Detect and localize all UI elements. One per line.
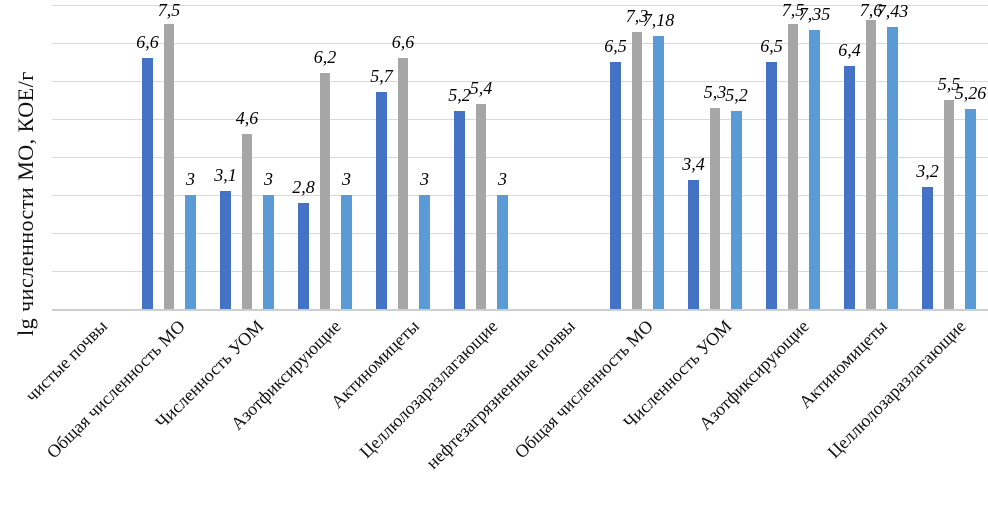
gridline	[52, 233, 988, 234]
bar-value-label: 3	[264, 169, 273, 189]
bar-value-label: 3	[342, 169, 351, 189]
bar-gray-series-cat7	[631, 31, 643, 309]
bar-value-label: 3,1	[214, 165, 237, 186]
gridline	[52, 81, 988, 82]
bar-value-label: 5,2	[725, 85, 748, 106]
bar-value-label: 3	[186, 169, 195, 189]
bar-gray-series-cat2	[241, 134, 253, 309]
gridline	[52, 119, 988, 120]
bar-light-blue-series-cat5	[497, 195, 508, 309]
bar-gray-series-cat11	[943, 100, 955, 309]
bar-value-label: 3	[420, 169, 429, 189]
bar-value-label: 6,5	[760, 36, 783, 56]
bar-value-label: 6,4	[838, 39, 861, 60]
bar-value-label: 4,6	[235, 108, 259, 129]
bar-light-blue-series-cat11	[965, 109, 976, 309]
bar-light-blue-series-cat4	[419, 195, 430, 309]
bar-value-label: 7,5	[781, 0, 805, 20]
x-axis-label-cat7: Общая численность МО	[510, 316, 658, 463]
x-axis-label-cat1: Общая численность МО	[42, 316, 190, 463]
bar-gray-series-cat4	[397, 58, 409, 309]
bar-gray-series-cat1	[163, 24, 175, 309]
bar-value-label: 7,35	[798, 3, 831, 24]
bar-value-label: 6,5	[604, 36, 627, 56]
bar-value-label: 6,6	[391, 32, 415, 53]
gridline	[52, 195, 988, 196]
bar-light-blue-series-cat8	[731, 111, 742, 309]
bar-value-label: 3	[498, 169, 507, 189]
bar-value-label: 6,2	[313, 47, 337, 68]
bar-light-blue-series-cat9	[809, 29, 820, 309]
bar-dark-blue-series-cat2	[220, 191, 231, 309]
bar-value-label: 3,2	[916, 161, 939, 182]
bar-value-label: 3,4	[682, 153, 705, 174]
bar-light-blue-series-cat1	[185, 195, 196, 309]
bar-value-label: 5,3	[703, 81, 727, 102]
bar-gray-series-cat9	[787, 24, 799, 309]
bar-dark-blue-series-cat4	[376, 92, 387, 309]
bar-value-label: 5,5	[937, 74, 961, 94]
bar-dark-blue-series-cat7	[610, 62, 621, 309]
bar-value-label: 2,8	[292, 176, 315, 197]
bar-gray-series-cat8	[709, 107, 721, 309]
bar-value-label: 7,43	[876, 0, 909, 21]
bar-light-blue-series-cat3	[341, 195, 352, 309]
x-axis-label-cat5: Целлюлозаразлагающие	[355, 316, 502, 462]
x-axis-line	[52, 309, 988, 311]
bar-dark-blue-series-cat3	[298, 202, 309, 309]
gridline	[52, 43, 988, 44]
x-axis-label-cat11: Целлюлозаразлагающие	[823, 316, 970, 462]
bar-light-blue-series-cat2	[263, 195, 274, 309]
bar-value-label: 5,2	[448, 85, 471, 106]
bar-dark-blue-series-cat1	[142, 58, 153, 309]
bar-value-label: 5,26	[954, 83, 987, 104]
bar-dark-blue-series-cat11	[922, 187, 933, 309]
bar-gray-series-cat10	[865, 20, 877, 309]
bar-value-label: 5,7	[370, 66, 393, 87]
gridline	[52, 5, 988, 6]
x-axis-label-cat6: нефтезагрязненные почвы	[422, 316, 580, 473]
bar-value-label: 5,4	[469, 77, 493, 98]
bar-light-blue-series-cat10	[887, 26, 898, 309]
bar-value-label: 7,6	[859, 0, 883, 20]
bar-gray-series-cat5	[475, 103, 487, 309]
bar-dark-blue-series-cat5	[454, 111, 465, 309]
bar-dark-blue-series-cat9	[766, 62, 777, 309]
gridline	[52, 157, 988, 158]
bar-value-label: 7,18	[642, 10, 675, 31]
bar-light-blue-series-cat7	[653, 36, 664, 309]
bar-dark-blue-series-cat8	[688, 179, 699, 309]
bar-value-label: 7,5	[157, 0, 181, 20]
bar-value-label: 7,3	[625, 5, 649, 26]
bar-dark-blue-series-cat10	[844, 65, 855, 309]
gridline	[52, 271, 988, 272]
y-axis-title: lg численности МО, КОЕ/г	[13, 71, 38, 336]
bar-value-label: 6,6	[136, 32, 159, 53]
bar-gray-series-cat3	[319, 73, 331, 309]
